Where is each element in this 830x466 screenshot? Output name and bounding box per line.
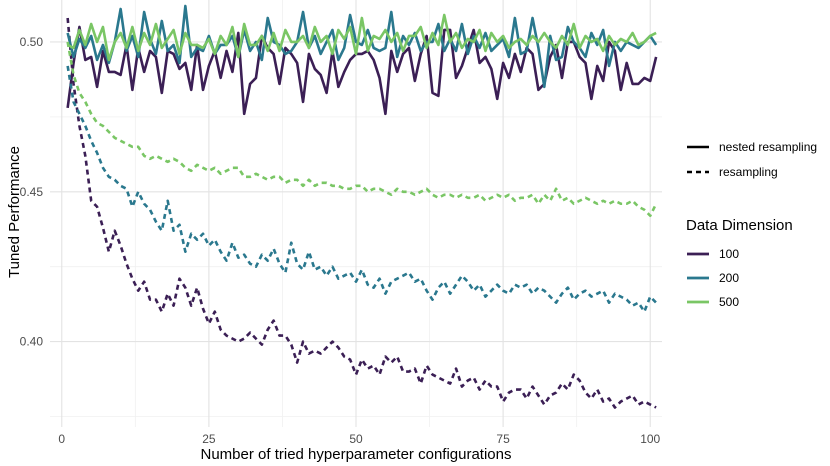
legend-label: 500	[719, 295, 739, 309]
x-tick-label: 75	[496, 432, 510, 446]
series-line-500-resampling	[66, 41, 658, 218]
x-tick-labels: 0 25 50 75 100	[58, 432, 660, 446]
series-lines	[66, 4, 658, 409]
series-line-200-resampling	[66, 65, 658, 313]
x-axis-title: Number of tried hyperparameter configura…	[201, 446, 512, 463]
y-tick-labels: 0.40 0.45 0.50	[20, 35, 44, 349]
series-line-500-nested	[67, 13, 657, 62]
y-axis-title: Tuned Performance	[6, 146, 23, 278]
x-tick-label: 0	[58, 432, 65, 446]
y-tick-label: 0.40	[20, 335, 44, 349]
y-tick-label: 0.50	[20, 35, 44, 49]
x-tick-label: 25	[202, 432, 216, 446]
legend-label: 200	[719, 271, 739, 285]
legend-title: Data Dimension	[686, 217, 793, 234]
x-tick-label: 50	[349, 432, 363, 446]
series-line-100-nested	[66, 25, 658, 116]
y-tick-label: 0.45	[20, 185, 44, 199]
legend-label: resampling	[719, 165, 778, 179]
legend-label: 100	[719, 247, 739, 261]
series-line-100-resampling	[66, 17, 657, 409]
linetype-legend: nested resampling resampling	[687, 140, 817, 179]
color-legend: Data Dimension 100 200 500	[686, 217, 793, 309]
x-tick-label: 100	[640, 432, 660, 446]
legend-label: nested resampling	[719, 140, 817, 154]
